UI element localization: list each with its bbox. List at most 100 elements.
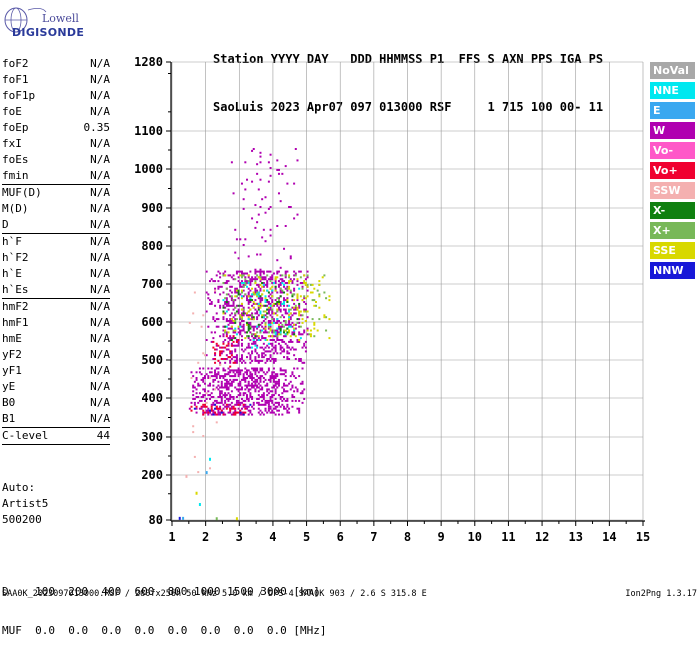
echo-point-w [279,397,282,400]
echo-point-w [269,354,272,357]
echo-point-sse [296,295,299,298]
echo-point-w [269,153,272,156]
echo-point-w [279,278,282,281]
echo-point-w [220,399,223,402]
echo-point-ssw [202,314,205,317]
echo-point-w [193,386,196,389]
echo-point-w [264,346,267,349]
echo-point-voplus [230,354,233,357]
echo-point-w [249,377,252,379]
echo-point-ssw [214,388,217,391]
echo-point-nne [299,337,302,340]
echo-point-w [269,297,272,300]
echo-point-w [264,331,267,334]
echo-point-w [222,411,225,414]
echo-point-w [256,367,259,370]
echo-point-w [264,354,267,357]
echo-point-w [274,346,277,349]
echo-point-w [225,378,228,381]
echo-point-w [286,390,289,393]
echo-point-voplus [225,407,228,410]
echo-point-w [232,396,235,398]
echo-point-w [259,403,262,406]
echo-point-w [244,377,247,379]
echo-point-w [215,348,218,351]
echo-point-w [229,327,232,330]
echo-point-sse [298,314,301,317]
echo-point-w [229,320,232,322]
echo-point-w [277,409,280,412]
echo-point-w [256,344,259,347]
echo-point-w [230,304,233,307]
echo-point-sse [274,278,277,281]
echo-point-w [234,331,237,334]
echo-point-sse [230,325,233,328]
echo-point-w [207,384,210,387]
echo-point-low [178,516,181,520]
echo-point-ssw [188,321,191,324]
echo-point-w [222,333,225,336]
echo-point-sse [259,278,262,281]
echo-point-w [272,384,275,387]
echo-point-w [257,285,260,288]
echo-point-nne [257,291,260,294]
echo-point-w [288,346,291,349]
echo-point-w [296,299,299,302]
echo-point-w [240,354,243,357]
echo-point-w [256,283,259,286]
echo-point-w [244,312,247,315]
echo-point-w [235,403,238,406]
echo-point-w [259,367,262,370]
echo-point-w [299,392,302,395]
echo-point-sse [264,323,267,326]
echo-point-w [237,297,240,300]
echo-point-w [225,354,228,357]
echo-point-w [286,350,289,353]
echo-point-w [237,373,240,376]
echo-point-sse [304,320,307,322]
echo-point-w [272,358,275,360]
echo-point-w [301,382,304,385]
echo-point-w [284,378,287,381]
echo-point-w [277,382,280,385]
param-name: MUF(D) [2,186,42,199]
echo-point-w [242,392,245,395]
echo-point-w [249,339,252,341]
echo-point-w [286,297,289,300]
echo-point-w [232,192,235,195]
echo-point-w [264,407,267,410]
echo-point-w [254,268,257,271]
echo-point-nnw [212,413,215,416]
echo-point-w [293,289,296,292]
echo-point-w [237,367,240,370]
echo-point-w [277,325,280,328]
echo-point-nne [252,339,255,341]
echo-point-w [205,270,208,273]
echo-point-w [252,337,255,340]
echo-point-w [229,369,232,372]
echo-point-w [264,337,267,340]
echo-point-voplus [227,342,230,345]
echo-point-w [256,375,259,378]
echo-point-w [262,403,265,406]
echo-point-w [294,399,297,402]
echo-point-w [227,373,230,376]
echo-point-w [254,204,257,207]
echo-point-w [271,358,274,360]
echo-point-w [207,409,210,412]
param-value: N/A [90,153,110,166]
echo-point-w [230,337,233,340]
echo-point-xplus [269,280,272,283]
echo-point-w [274,358,277,360]
echo-point-ssw [190,377,193,379]
echo-point-w [207,413,210,416]
echo-point-w [251,396,254,398]
echo-point-w [271,316,274,319]
echo-point-w [249,323,252,326]
echo-point-xplus [222,282,225,284]
echo-point-w [246,377,249,379]
echo-point-w [279,373,282,376]
echo-point-w [246,405,249,408]
echo-point-xminus [257,308,260,311]
echo-point-sse [259,283,262,286]
